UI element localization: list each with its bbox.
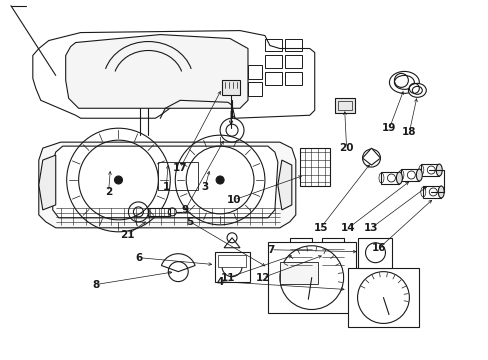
Ellipse shape — [415, 169, 422, 181]
Bar — [247, 82, 262, 96]
Bar — [279, 262, 317, 284]
Text: 21: 21 — [120, 230, 134, 240]
Polygon shape — [277, 160, 291, 210]
Polygon shape — [224, 238, 240, 248]
Circle shape — [216, 176, 224, 184]
Bar — [289, 238, 311, 270]
Bar — [321, 238, 343, 270]
Polygon shape — [362, 148, 380, 165]
Ellipse shape — [388, 71, 419, 93]
Text: 4: 4 — [216, 276, 224, 287]
Polygon shape — [39, 142, 295, 228]
Text: 14: 14 — [341, 223, 355, 233]
Bar — [264, 55, 281, 68]
Bar — [285, 39, 301, 51]
Wedge shape — [161, 254, 195, 272]
Bar — [381, 172, 399, 184]
Polygon shape — [39, 155, 56, 210]
Text: 5: 5 — [186, 217, 193, 227]
Circle shape — [362, 149, 380, 167]
Text: 18: 18 — [401, 127, 416, 137]
Bar — [148, 208, 170, 216]
Text: 6: 6 — [136, 253, 142, 263]
Text: 10: 10 — [226, 195, 241, 205]
Text: 11: 11 — [221, 273, 235, 283]
Bar — [347, 268, 419, 328]
Text: 19: 19 — [382, 123, 396, 133]
Bar — [267, 242, 355, 314]
Bar — [264, 72, 281, 85]
Polygon shape — [53, 146, 277, 218]
Bar — [222, 80, 240, 95]
Bar — [215, 252, 249, 282]
Text: 7: 7 — [266, 245, 274, 255]
Bar — [285, 55, 301, 68]
Bar — [264, 39, 281, 51]
Text: 8: 8 — [92, 280, 99, 289]
Text: 1: 1 — [163, 182, 170, 192]
Ellipse shape — [407, 84, 426, 97]
Bar — [334, 98, 354, 113]
Bar — [337, 101, 351, 110]
Bar — [357, 238, 392, 268]
Text: 20: 20 — [339, 143, 353, 153]
Text: 16: 16 — [371, 243, 386, 253]
Text: 12: 12 — [255, 273, 270, 283]
Ellipse shape — [396, 172, 402, 184]
Text: 15: 15 — [313, 223, 327, 233]
Polygon shape — [33, 31, 314, 118]
Bar — [299, 148, 329, 186]
Text: 17: 17 — [173, 163, 187, 173]
Ellipse shape — [437, 186, 443, 198]
Ellipse shape — [435, 164, 441, 176]
Bar — [423, 186, 440, 198]
Text: 3: 3 — [201, 182, 208, 192]
Circle shape — [114, 176, 122, 184]
Bar — [158, 162, 198, 190]
Bar — [285, 72, 301, 85]
Bar — [218, 255, 245, 267]
Bar — [401, 169, 419, 181]
Text: 9: 9 — [182, 205, 188, 215]
Bar — [247, 66, 262, 80]
Text: 2: 2 — [105, 187, 112, 197]
Bar — [421, 164, 438, 176]
Polygon shape — [65, 35, 247, 108]
Text: 13: 13 — [364, 223, 378, 233]
